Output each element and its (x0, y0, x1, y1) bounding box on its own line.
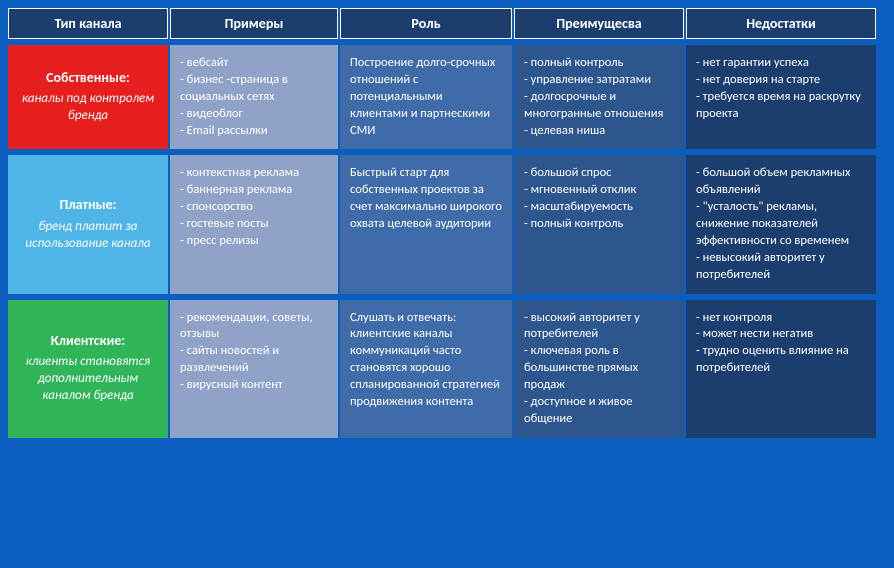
list-item: ключевая роль в большинстве прямых прода… (524, 343, 674, 394)
col-header-role: Роль (340, 8, 512, 39)
list-item: целевая ниша (524, 123, 674, 140)
row-title: Клиентские: (16, 332, 160, 350)
list-item: вебсайт (180, 55, 328, 72)
channels-table: Тип канала Примеры Роль Преимущесва Недо… (8, 8, 886, 438)
col-header-examples: Примеры (170, 8, 338, 39)
list-item: трудно оценить влияние на потребителей (696, 343, 866, 377)
list-item: доступное и живое общение (524, 394, 674, 428)
row-label-earned: Клиентские: клиенты становятся дополните… (8, 300, 168, 438)
row-label-paid: Платные: бренд платит за использование к… (8, 155, 168, 293)
cell-cons: большой объем рекламных объявлений"устал… (686, 155, 876, 293)
list-item: баннерная реклама (180, 182, 328, 199)
pros-list: большой спросмгновенный откликмасштабиру… (524, 165, 674, 233)
list-item: "усталость" рекламы, снижение показателе… (696, 199, 866, 250)
examples-list: рекомендации, советы, отзывысайты новост… (180, 310, 328, 394)
list-item: полный контроль (524, 55, 674, 72)
list-item: может нести негатив (696, 326, 866, 343)
row-subtitle: клиенты становятся дополнительным канало… (16, 354, 160, 405)
cell-pros: большой спросмгновенный откликмасштабиру… (514, 155, 684, 293)
cell-role: Слушать и отвечать: клиентские каналы ко… (340, 300, 512, 438)
row-label-owned: Собственные: каналы под контролем бренда (8, 45, 168, 149)
col-header-type: Тип канала (8, 8, 168, 39)
list-item: нет контроля (696, 310, 866, 327)
col-header-pros: Преимущесва (514, 8, 684, 39)
list-item: вирусный контент (180, 377, 328, 394)
cell-cons: нет контроляможет нести негативтрудно оц… (686, 300, 876, 438)
pros-list: полный контрольуправление затратамидолго… (524, 55, 674, 139)
cell-pros: высокий авторитет у потребителейключевая… (514, 300, 684, 438)
examples-list: контекстная рекламабаннерная рекламаспон… (180, 165, 328, 249)
list-item: полный контроль (524, 216, 674, 233)
cons-list: нет гарантии успеханет доверия на старте… (696, 55, 866, 123)
list-item: требуется время на раскрутку проекта (696, 89, 866, 123)
row-subtitle: бренд платит за использование канала (16, 219, 160, 253)
list-item: видеоблог (180, 106, 328, 123)
cell-cons: нет гарантии успеханет доверия на старте… (686, 45, 876, 149)
list-item: пресс релизы (180, 233, 328, 250)
list-item: большой спрос (524, 165, 674, 182)
cell-pros: полный контрольуправление затратамидолго… (514, 45, 684, 149)
list-item: Email рассылки (180, 123, 328, 140)
list-item: невысокий авторитет у потребителей (696, 250, 866, 284)
cell-role: Быстрый старт для собственных проектов з… (340, 155, 512, 293)
list-item: контекстная реклама (180, 165, 328, 182)
list-item: бизнес -страница в социальных сетях (180, 72, 328, 106)
cell-examples: вебсайтбизнес -страница в социальных сет… (170, 45, 338, 149)
col-header-cons: Недостатки (686, 8, 876, 39)
row-title: Собственные: (16, 69, 160, 87)
examples-list: вебсайтбизнес -страница в социальных сет… (180, 55, 328, 139)
list-item: долгосрочные и многогранные отношения (524, 89, 674, 123)
cons-list: большой объем рекламных объявлений"устал… (696, 165, 866, 283)
row-subtitle: каналы под контролем бренда (16, 91, 160, 125)
list-item: масштабируемость (524, 199, 674, 216)
cell-examples: контекстная рекламабаннерная рекламаспон… (170, 155, 338, 293)
pros-list: высокий авторитет у потребителейключевая… (524, 310, 674, 428)
row-title: Платные: (16, 196, 160, 214)
list-item: сайты новостей и развлечений (180, 343, 328, 377)
cell-role: Построение долго-срочных отношений с пот… (340, 45, 512, 149)
list-item: нет гарантии успеха (696, 55, 866, 72)
list-item: гостевые посты (180, 216, 328, 233)
list-item: мгновенный отклик (524, 182, 674, 199)
cons-list: нет контроляможет нести негативтрудно оц… (696, 310, 866, 378)
list-item: нет доверия на старте (696, 72, 866, 89)
list-item: рекомендации, советы, отзывы (180, 310, 328, 344)
list-item: спонсорство (180, 199, 328, 216)
list-item: большой объем рекламных объявлений (696, 165, 866, 199)
cell-examples: рекомендации, советы, отзывысайты новост… (170, 300, 338, 438)
list-item: управление затратами (524, 72, 674, 89)
list-item: высокий авторитет у потребителей (524, 310, 674, 344)
